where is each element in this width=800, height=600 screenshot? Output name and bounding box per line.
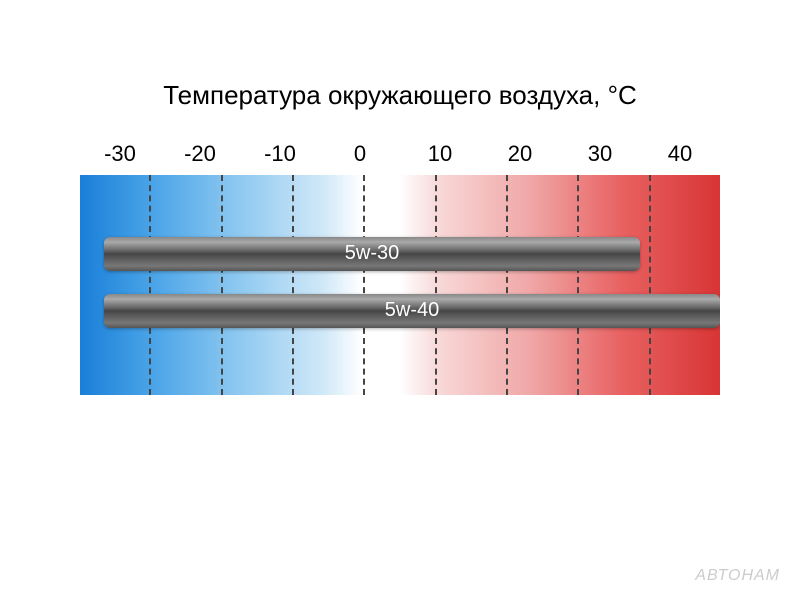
viscosity-bar-label: 5w-30 bbox=[345, 242, 399, 265]
viscosity-bar-5w40: 5w-40 bbox=[104, 294, 720, 328]
scale-tick: -10 bbox=[240, 141, 320, 167]
scale-tick: -20 bbox=[160, 141, 240, 167]
scale-tick: -30 bbox=[80, 141, 160, 167]
scale-tick: 40 bbox=[640, 141, 720, 167]
scale-tick: 20 bbox=[480, 141, 560, 167]
scale-tick: 10 bbox=[400, 141, 480, 167]
chart-title: Температура окружающего воздуха, °С bbox=[60, 80, 740, 111]
viscosity-bar-label: 5w-40 bbox=[385, 299, 439, 322]
viscosity-bar-5w30: 5w-30 bbox=[104, 237, 640, 271]
watermark: АВТОНАМ bbox=[695, 567, 780, 585]
scale-tick: 0 bbox=[320, 141, 400, 167]
scale-tick: 30 bbox=[560, 141, 640, 167]
temperature-scale-labels: -30 -20 -10 0 10 20 30 40 bbox=[80, 141, 720, 167]
oil-viscosity-bars: 5w-30 5w-40 bbox=[80, 175, 720, 395]
temperature-chart: 5w-30 5w-40 bbox=[80, 175, 720, 395]
